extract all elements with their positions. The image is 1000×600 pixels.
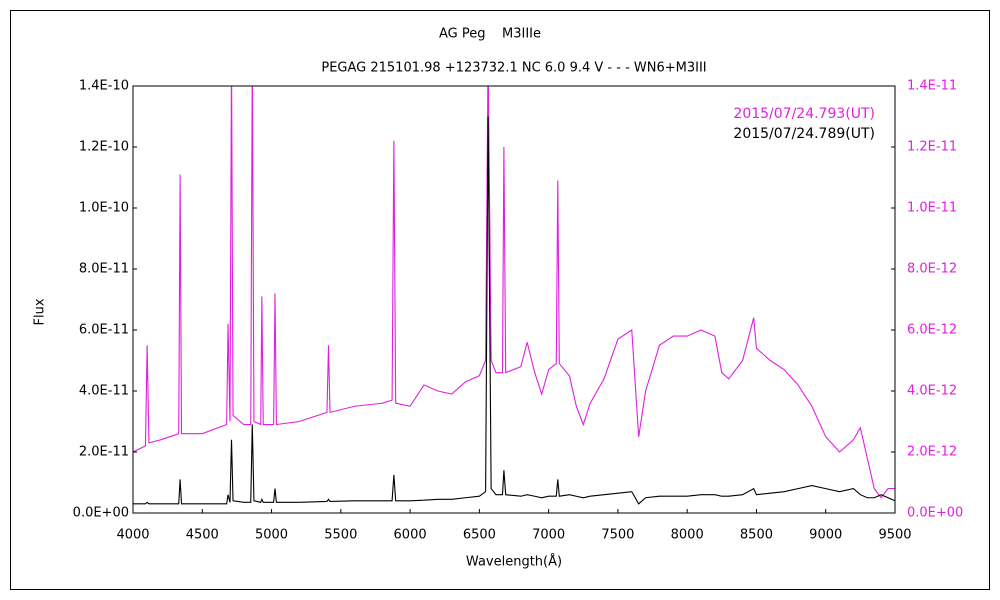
y2-tick-label: 6.0E-12	[907, 323, 957, 338]
y2-tick-label: 1.0E-11	[907, 201, 957, 216]
spectrum-line	[133, 86, 895, 499]
plot-area	[133, 86, 895, 505]
y-tick-label: 6.0E-11	[79, 323, 129, 338]
legend-entry: 2015/07/24.793(UT)	[733, 106, 875, 122]
spectrum-line	[133, 116, 895, 505]
y-tick-label: 0.0E+00	[73, 506, 129, 521]
x-tick-label: 8000	[671, 528, 704, 543]
x-tick-label: 9500	[878, 528, 911, 543]
y2-tick-label: 1.2E-11	[907, 140, 957, 155]
chart-subtitle: PEGAG 215101.98 +123732.1 NC 6.0 9.4 V -…	[321, 61, 706, 76]
chart-title: AG Peg M3IIIe	[439, 27, 541, 42]
x-tick-label: 9000	[809, 528, 842, 543]
plot-border	[132, 85, 896, 514]
x-tick-label: 8500	[740, 528, 773, 543]
y2-tick-label: 1.4E-11	[907, 79, 957, 94]
y2-tick-label: 4.0E-12	[907, 384, 957, 399]
y-axis-label: Flux	[33, 298, 48, 325]
x-tick-label: 6000	[394, 528, 427, 543]
x-tick-label: 7000	[532, 528, 565, 543]
y-tick-label: 8.0E-11	[79, 262, 129, 277]
x-tick-label: 5000	[255, 528, 288, 543]
x-tick-label: 6500	[463, 528, 496, 543]
y-tick-label: 4.0E-11	[79, 384, 129, 399]
x-tick-label: 4500	[186, 528, 219, 543]
y-tick-label: 1.2E-10	[79, 140, 129, 155]
x-tick-label: 5500	[324, 528, 357, 543]
x-axis-label: Wavelength(Å)	[466, 554, 562, 570]
y2-tick-label: 2.0E-12	[907, 445, 957, 460]
y-tick-label: 1.4E-10	[79, 79, 129, 94]
y2-tick-label: 0.0E+00	[907, 506, 963, 521]
legend-entry: 2015/07/24.789(UT)	[733, 126, 875, 142]
y2-tick-label: 8.0E-12	[907, 262, 957, 277]
y-tick-label: 1.0E-10	[79, 201, 129, 216]
x-tick-label: 7500	[601, 528, 634, 543]
outer-frame	[10, 10, 990, 590]
y-tick-label: 2.0E-11	[79, 445, 129, 460]
x-tick-label: 4000	[116, 528, 149, 543]
